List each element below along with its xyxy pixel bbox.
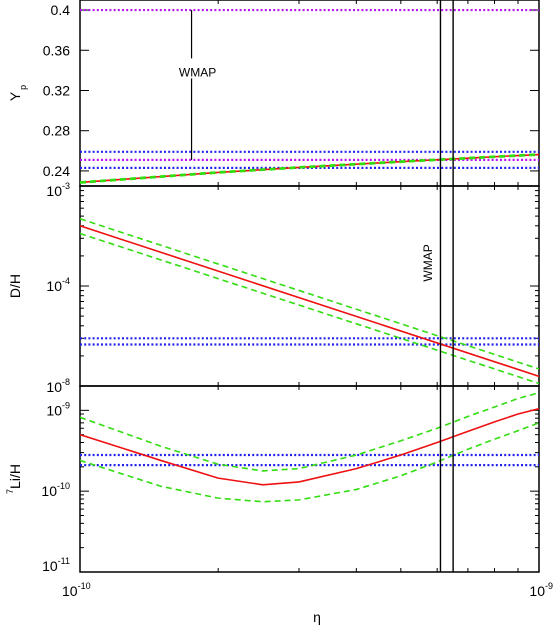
x-tick-label: 10-10 [62, 581, 91, 599]
y-tick-label-yp: 0.28 [43, 123, 70, 139]
y-tick-label-dh: 10-3 [46, 181, 70, 199]
y-axis-title-li: 7Li/H [5, 464, 23, 494]
series-upper-1sigma-dh [80, 218, 539, 370]
wmap-label-dh: WMAP [421, 244, 435, 281]
y-tick-label-yp: 0.32 [43, 82, 70, 98]
panel-frame-dh [79, 185, 540, 387]
series-central-yp [80, 153, 539, 184]
series-lower-1sigma-dh [80, 232, 539, 385]
y-axis-title-dh: D/H [7, 274, 23, 298]
y-tick-label-yp: 0.36 [43, 42, 70, 58]
y-tick-label-yp: 0.4 [51, 2, 71, 18]
wmap-band [439, 0, 454, 572]
panel-frames [79, 0, 540, 573]
y-tick-label-li: 10-9 [46, 400, 70, 418]
panel-data-yp [80, 8, 539, 184]
tick-labels: 0.24 0.28 0.32 0.36 0.4 Yp WMAP 10-4 10-3 10-8 D/H… [5, 2, 553, 599]
data-lines [80, 8, 539, 503]
y-tick-label-dh: 10-8 [46, 377, 70, 395]
y-tick-label-dh: 10-4 [46, 276, 70, 294]
y-tick-label-yp: 0.24 [43, 163, 70, 179]
x-tick-label: 10-9 [529, 581, 553, 599]
series-lower-1sigma-li [80, 422, 539, 503]
panel-data-li [80, 391, 539, 503]
y-tick-label-li: 10-11 [42, 556, 70, 574]
x-axis-title: η [313, 609, 321, 625]
series-central-li [80, 407, 539, 486]
wmap-label-yp: WMAP [179, 65, 216, 79]
series-central-dh [80, 225, 539, 378]
panel-frame-li [79, 385, 540, 573]
panel-data-dh [80, 218, 539, 385]
series-upper-1sigma-li [80, 391, 539, 472]
y-axis-title-yp: Yp [7, 85, 28, 101]
y-tick-label-li: 10-10 [41, 481, 70, 499]
